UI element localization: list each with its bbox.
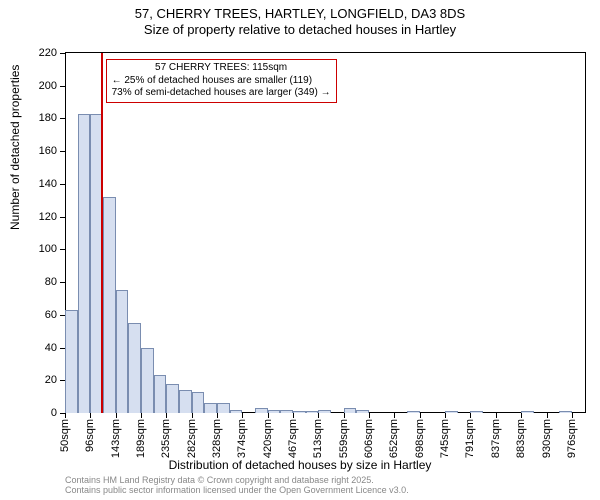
x-tick-label: 606sqm	[363, 419, 375, 458]
y-tick-mark	[60, 151, 65, 152]
x-tick-label: 143sqm	[110, 419, 122, 458]
x-tick-mark	[547, 413, 548, 418]
reference-line	[101, 53, 103, 413]
histogram-bar	[78, 114, 91, 413]
x-tick-label: 559sqm	[338, 419, 350, 458]
x-axis-label: Distribution of detached houses by size …	[0, 458, 600, 472]
x-tick-label: 791sqm	[464, 419, 476, 458]
x-tick-mark	[420, 413, 421, 418]
x-tick-mark	[293, 413, 294, 418]
histogram-bar	[166, 384, 179, 413]
y-axis-label: Number of detached properties	[8, 65, 22, 230]
y-tick-mark	[60, 249, 65, 250]
attribution-text: Contains HM Land Registry data © Crown c…	[65, 476, 409, 496]
y-tick-mark	[60, 282, 65, 283]
attribution-line-2: Contains public sector information licen…	[65, 486, 409, 496]
histogram-bar	[230, 410, 243, 413]
x-tick-mark	[90, 413, 91, 418]
histogram-bar	[407, 411, 420, 413]
x-tick-label: 837sqm	[490, 419, 502, 458]
histogram-bar	[356, 410, 369, 413]
x-tick-label: 467sqm	[287, 419, 299, 458]
x-tick-label: 698sqm	[414, 419, 426, 458]
plot-area: 02040608010012014016018020022050sqm96sqm…	[65, 52, 586, 413]
x-tick-label: 930sqm	[541, 419, 553, 458]
histogram-bar	[103, 197, 116, 413]
x-tick-label: 652sqm	[388, 419, 400, 458]
title-line-2: Size of property relative to detached ho…	[0, 22, 600, 37]
histogram-bar	[141, 348, 154, 413]
x-tick-mark	[242, 413, 243, 418]
x-tick-label: 328sqm	[211, 419, 223, 458]
y-tick-mark	[60, 217, 65, 218]
histogram-bar	[154, 375, 167, 413]
x-tick-label: 374sqm	[236, 419, 248, 458]
x-tick-label: 513sqm	[312, 419, 324, 458]
x-tick-mark	[217, 413, 218, 418]
x-tick-mark	[65, 413, 66, 418]
x-tick-mark	[369, 413, 370, 418]
x-tick-mark	[192, 413, 193, 418]
y-tick-mark	[60, 86, 65, 87]
histogram-bar	[293, 411, 306, 413]
chart-container: 57, CHERRY TREES, HARTLEY, LONGFIELD, DA…	[0, 0, 600, 500]
histogram-bar	[116, 290, 129, 413]
x-tick-mark	[141, 413, 142, 418]
x-tick-mark	[445, 413, 446, 418]
histogram-bar	[179, 390, 192, 413]
annotation-line-3: 73% of semi-detached houses are larger (…	[112, 87, 331, 100]
x-tick-mark	[344, 413, 345, 418]
x-tick-mark	[572, 413, 573, 418]
y-tick-mark	[60, 53, 65, 54]
histogram-bar	[280, 410, 293, 413]
x-tick-label: 235sqm	[160, 419, 172, 458]
histogram-bar	[559, 411, 572, 413]
x-tick-label: 420sqm	[262, 419, 274, 458]
title-line-1: 57, CHERRY TREES, HARTLEY, LONGFIELD, DA…	[0, 6, 600, 21]
x-tick-label: 883sqm	[515, 419, 527, 458]
x-tick-mark	[268, 413, 269, 418]
x-tick-label: 745sqm	[439, 419, 451, 458]
histogram-bar	[344, 408, 357, 413]
histogram-bar	[65, 310, 78, 413]
x-tick-mark	[496, 413, 497, 418]
histogram-bar	[306, 411, 319, 413]
y-tick-mark	[60, 118, 65, 119]
histogram-bar	[128, 323, 141, 413]
annotation-line-2: ← 25% of detached houses are smaller (11…	[112, 75, 331, 88]
x-tick-label: 189sqm	[135, 419, 147, 458]
histogram-bar	[204, 403, 217, 413]
x-tick-label: 50sqm	[59, 419, 71, 452]
x-tick-mark	[521, 413, 522, 418]
annotation-box: 57 CHERRY TREES: 115sqm← 25% of detached…	[106, 59, 337, 103]
histogram-bar	[445, 411, 458, 413]
histogram-bar	[217, 403, 230, 413]
x-tick-label: 282sqm	[186, 419, 198, 458]
histogram-bar	[318, 410, 331, 413]
y-tick-mark	[60, 184, 65, 185]
x-tick-mark	[116, 413, 117, 418]
histogram-bar	[255, 408, 268, 413]
x-tick-label: 96sqm	[84, 419, 96, 452]
x-tick-label: 976sqm	[566, 419, 578, 458]
histogram-bar	[268, 410, 281, 413]
histogram-bar	[470, 411, 483, 413]
x-tick-mark	[318, 413, 319, 418]
x-tick-mark	[394, 413, 395, 418]
histogram-bar	[192, 392, 205, 413]
histogram-bar	[521, 411, 534, 413]
x-tick-mark	[470, 413, 471, 418]
x-tick-mark	[166, 413, 167, 418]
annotation-line-1: 57 CHERRY TREES: 115sqm	[112, 62, 331, 75]
